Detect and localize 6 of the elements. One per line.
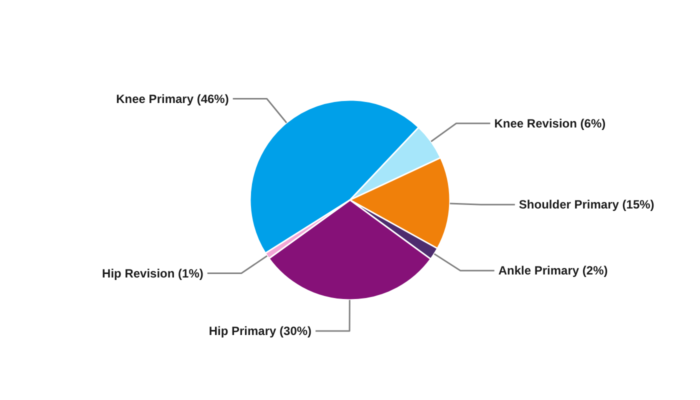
slice-label: Knee Primary (46%) — [116, 92, 229, 106]
slice-label: Knee Revision (6%) — [494, 116, 606, 130]
slice-label: Hip Revision (1%) — [102, 266, 204, 280]
slice-label: Hip Primary (30%) — [208, 324, 312, 338]
slice-label: Shoulder Primary (15%) — [518, 198, 654, 212]
slice-label: Ankle Primary (2%) — [498, 264, 608, 278]
